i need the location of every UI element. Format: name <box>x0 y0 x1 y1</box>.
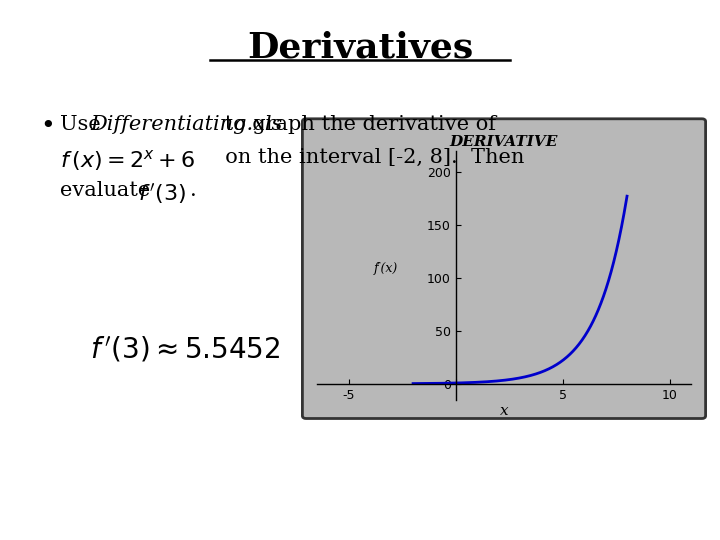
Text: Differentiating.xls: Differentiating.xls <box>90 115 282 134</box>
Text: to graph the derivative of: to graph the derivative of <box>218 115 496 134</box>
Text: on the interval [-2, 8].  Then: on the interval [-2, 8]. Then <box>212 148 524 167</box>
Text: •: • <box>40 115 55 138</box>
X-axis label: x: x <box>500 404 508 418</box>
Text: $f\,'(3)$: $f\,'(3)$ <box>138 181 186 206</box>
Y-axis label: f′(x): f′(x) <box>374 262 397 275</box>
Text: .: . <box>190 181 197 200</box>
Title: DERIVATIVE: DERIVATIVE <box>450 134 558 149</box>
Text: $f\,(x)= 2^x + 6$: $f\,(x)= 2^x + 6$ <box>60 148 196 173</box>
Text: Derivatives: Derivatives <box>247 30 473 64</box>
Text: Use: Use <box>60 115 107 134</box>
Text: $f\,'(3)\approx 5.5452$: $f\,'(3)\approx 5.5452$ <box>90 335 280 365</box>
Text: evaluate: evaluate <box>60 181 150 200</box>
